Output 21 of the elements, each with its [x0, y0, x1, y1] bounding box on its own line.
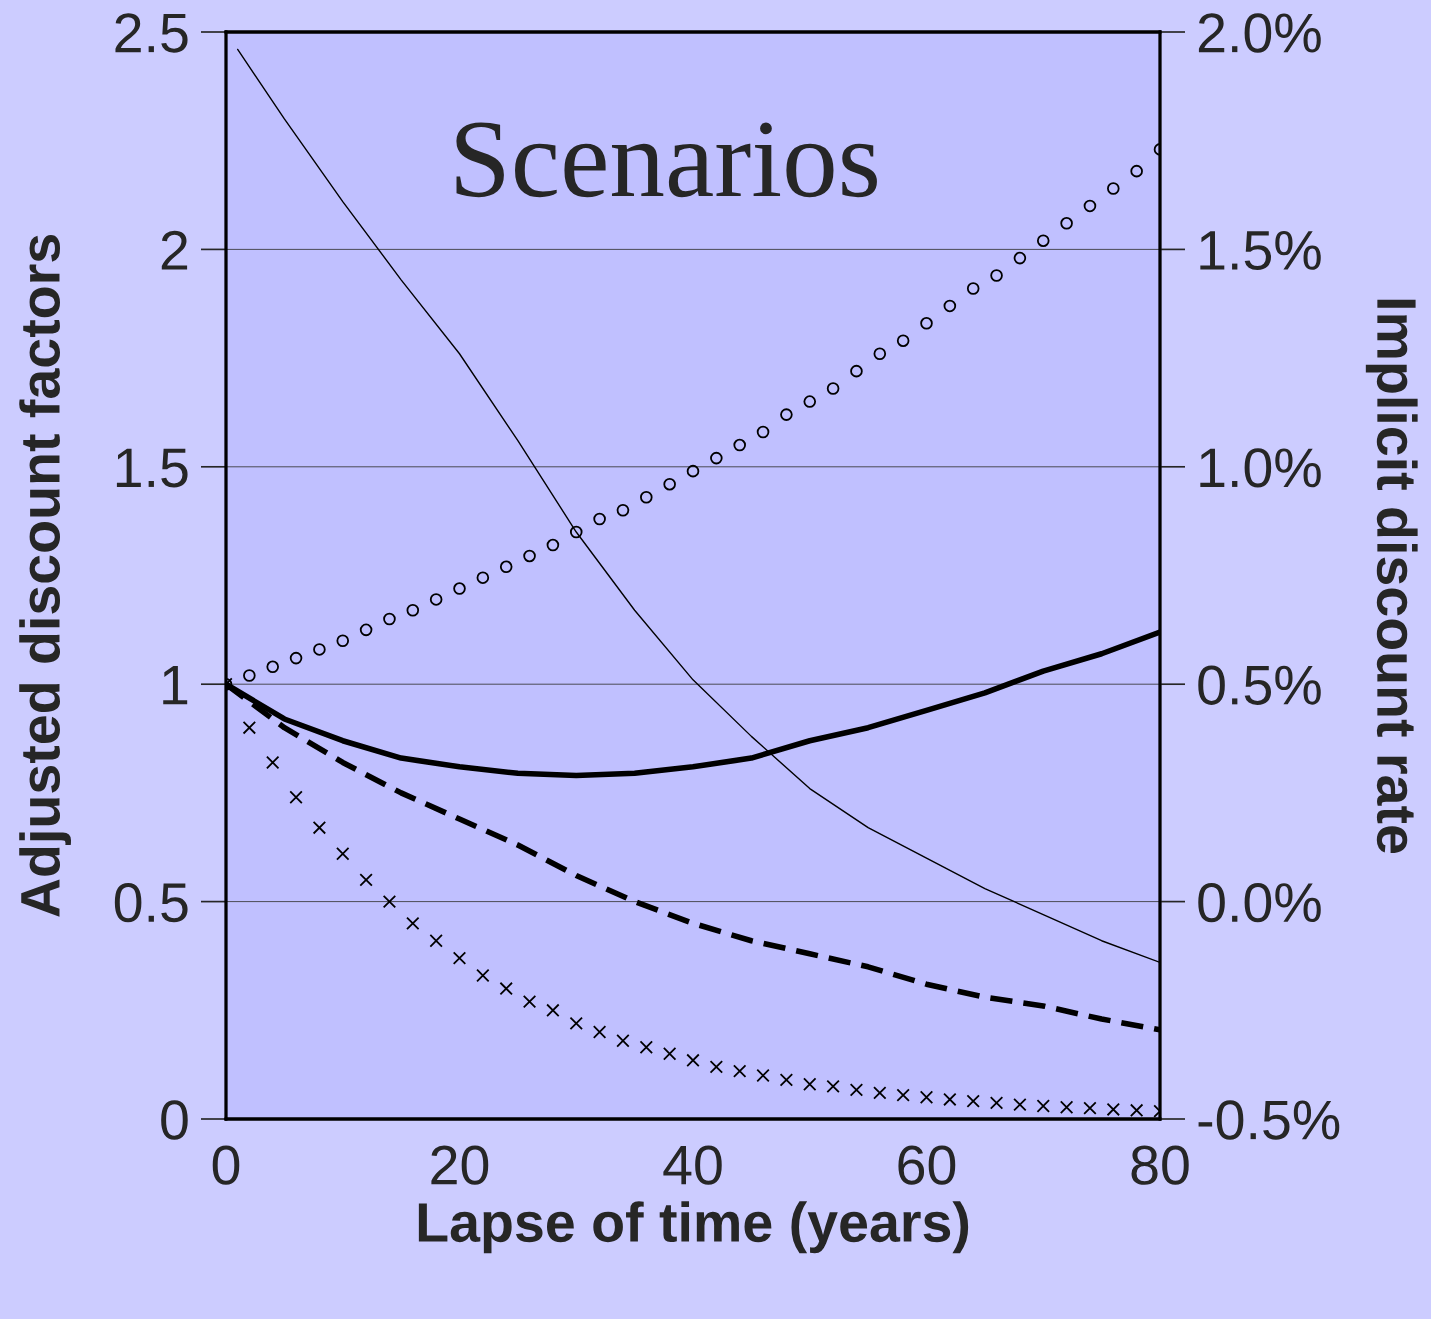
y-tick-label: 1	[163, 666, 188, 705]
text: Scenarios	[456, 122, 877, 198]
y-axis-title: Adjusted discount factors	[19, 235, 71, 917]
x-tick-label: 60	[898, 1145, 956, 1185]
y-tick-label: 2.5	[115, 13, 188, 53]
y2-tick-label: 2.0%	[1198, 13, 1321, 53]
y2-axis-title: Implicit discount rate	[1365, 299, 1418, 853]
y-tick-label: 0	[161, 1100, 188, 1140]
x-tick-label: 40	[663, 1145, 722, 1185]
y-tick-label: 1.5	[116, 448, 188, 488]
y2-tick-label: -0.5%	[1198, 1100, 1340, 1140]
y2-tick-label: 1.5%	[1200, 230, 1321, 271]
x-tick-label: 0	[212, 1145, 240, 1185]
y2-tick-label: 0.5%	[1198, 665, 1321, 705]
x-axis-title: Lapse of time (years)	[418, 1201, 969, 1254]
x-tick-label: 20	[431, 1145, 489, 1185]
y-tick-label: 0.5	[114, 882, 188, 923]
y2-tick-label: 0.0%	[1198, 882, 1321, 923]
x-tick-label: 80	[1131, 1145, 1189, 1185]
y2-tick-label: 1.0%	[1200, 448, 1321, 488]
y-tick-label: 2	[161, 230, 188, 270]
